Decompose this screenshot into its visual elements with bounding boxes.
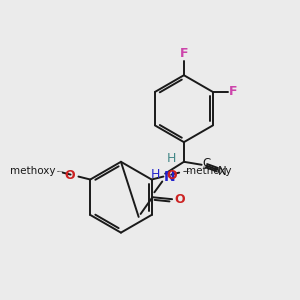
Text: F: F [180, 47, 188, 61]
Text: F: F [229, 85, 237, 98]
Text: methoxy: methoxy [58, 170, 64, 172]
Text: methoxy: methoxy [57, 170, 63, 172]
Text: H: H [151, 168, 160, 181]
Text: N: N [164, 169, 176, 184]
Text: methoxy: methoxy [183, 170, 189, 172]
Text: H: H [167, 152, 176, 165]
Text: methoxy: methoxy [186, 166, 232, 176]
Text: N: N [218, 165, 227, 178]
Text: methoxy: methoxy [10, 166, 56, 176]
Text: C: C [202, 157, 211, 170]
Text: O: O [174, 193, 185, 206]
Text: O: O [64, 169, 74, 182]
Text: methoxy: methoxy [184, 170, 190, 172]
Text: methoxy: methoxy [184, 171, 190, 172]
Text: O: O [167, 169, 177, 182]
Text: methoxy: methoxy [185, 170, 191, 172]
